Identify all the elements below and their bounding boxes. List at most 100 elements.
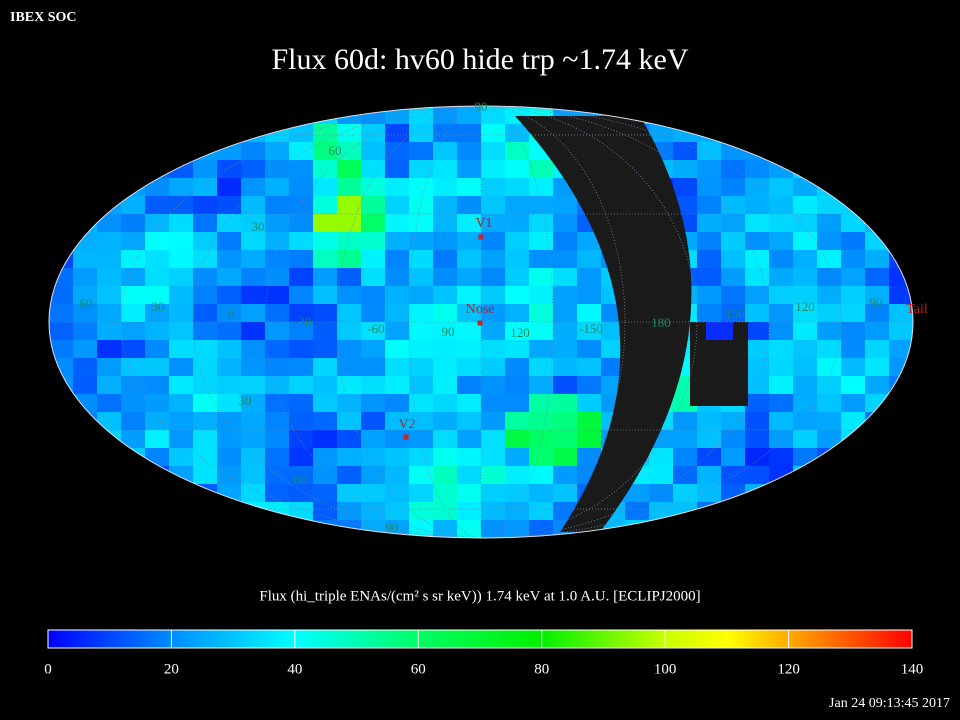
pixel: [217, 268, 242, 287]
pixel: [817, 376, 842, 395]
pixel: [769, 304, 794, 323]
pixel: [745, 142, 770, 161]
pixel: [289, 484, 314, 503]
pixel: [289, 106, 314, 125]
pixel: [193, 502, 218, 521]
pixel: [793, 448, 818, 467]
pixel: [361, 394, 386, 413]
pixel: [313, 196, 338, 215]
pixel: [865, 304, 890, 323]
pixel: [169, 538, 194, 557]
pixel: [49, 484, 74, 503]
pixel: [865, 502, 890, 521]
pixel: [913, 466, 938, 485]
marker-label: V2: [398, 417, 415, 432]
pixel: [169, 376, 194, 395]
pixel: [745, 502, 770, 521]
pixel: [457, 142, 482, 161]
pixel: [97, 214, 122, 233]
pixel: [721, 178, 746, 197]
pixel: [121, 214, 146, 233]
pixel: [265, 160, 290, 179]
pixel: [601, 358, 626, 377]
pixel: [193, 196, 218, 215]
pixel: [505, 214, 530, 233]
pixel: [553, 448, 578, 467]
pixel: [241, 178, 266, 197]
pixel: [889, 178, 913, 197]
pixel: [889, 196, 913, 215]
pixel: [193, 538, 218, 557]
pixel: [289, 412, 314, 431]
pixel: [433, 340, 458, 359]
pixel: [433, 214, 458, 233]
pixel: [697, 538, 722, 557]
pixel: [841, 178, 866, 197]
pixel: [337, 340, 362, 359]
pixel: [817, 466, 842, 485]
pixel: [145, 394, 170, 413]
pixel: [865, 286, 890, 305]
pixel: [337, 358, 362, 377]
pixel: [457, 196, 482, 215]
pixel: [49, 250, 74, 269]
pixel: [457, 214, 482, 233]
pixel: [145, 214, 170, 233]
pixel: [409, 466, 434, 485]
pixel: [265, 286, 290, 305]
pixel: [49, 196, 74, 215]
pixel: [169, 340, 194, 359]
marker-label: Nose: [466, 302, 495, 317]
pixel: [169, 178, 194, 197]
pixel: [577, 340, 602, 359]
pixel: [289, 322, 314, 341]
pixel: [457, 448, 482, 467]
pixel: [121, 196, 146, 215]
pixel: [457, 178, 482, 197]
pixel: [97, 232, 122, 251]
pixel: [889, 160, 913, 179]
pixel: [505, 466, 530, 485]
pixel: [889, 250, 913, 269]
pixel: [505, 196, 530, 215]
pixel: [313, 340, 338, 359]
pixel: [49, 502, 74, 521]
meridian: [336, 106, 626, 538]
pixel: [553, 394, 578, 413]
pixel: [337, 232, 362, 251]
pixel: [481, 394, 506, 413]
pixel: [481, 268, 506, 287]
pixel: [865, 142, 890, 161]
pixel: [361, 376, 386, 395]
colorbar-tick-label: 100: [654, 661, 677, 677]
pixel: [73, 196, 98, 215]
pixel: [337, 286, 362, 305]
pixel: [193, 520, 218, 538]
pixel: [721, 412, 746, 431]
pixel: [457, 268, 482, 287]
pixel: [553, 286, 578, 305]
pixel: [745, 448, 770, 467]
pixel: [73, 394, 98, 413]
pixel: [889, 502, 913, 521]
pixel: [409, 142, 434, 161]
pixel: [289, 502, 314, 521]
pixel: [121, 466, 146, 485]
pixel: [385, 160, 410, 179]
pixel: [337, 394, 362, 413]
pixel: [817, 340, 842, 359]
pixel: [457, 358, 482, 377]
pixel: [409, 412, 434, 431]
pixel: [433, 178, 458, 197]
pixel: [841, 376, 866, 395]
pixel: [241, 322, 266, 341]
pixel: [121, 502, 146, 521]
pixel: [145, 106, 170, 125]
pixel: [793, 412, 818, 431]
pixel: [265, 466, 290, 485]
pixel: [265, 106, 290, 125]
pixel: [145, 502, 170, 521]
pixel: [769, 502, 794, 521]
colorbar: [47, 629, 913, 649]
